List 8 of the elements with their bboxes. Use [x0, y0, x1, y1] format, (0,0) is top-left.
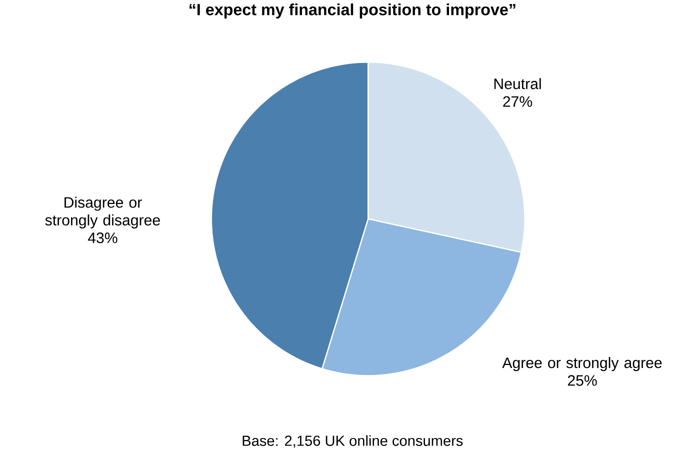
slice-label: Neutral	[494, 78, 541, 90]
data-label: 27%	[503, 96, 532, 107]
chart-title: “I expect my financial position to improve”	[190, 3, 516, 18]
slice-label: Disagree or strongly disagree	[45, 196, 160, 228]
data-label: 25%	[568, 375, 597, 386]
text: Base: 2,156 UK online consumers	[242, 435, 463, 448]
data-label: 43%	[88, 232, 118, 244]
slice-label: Agree or strongly agree	[502, 356, 662, 372]
